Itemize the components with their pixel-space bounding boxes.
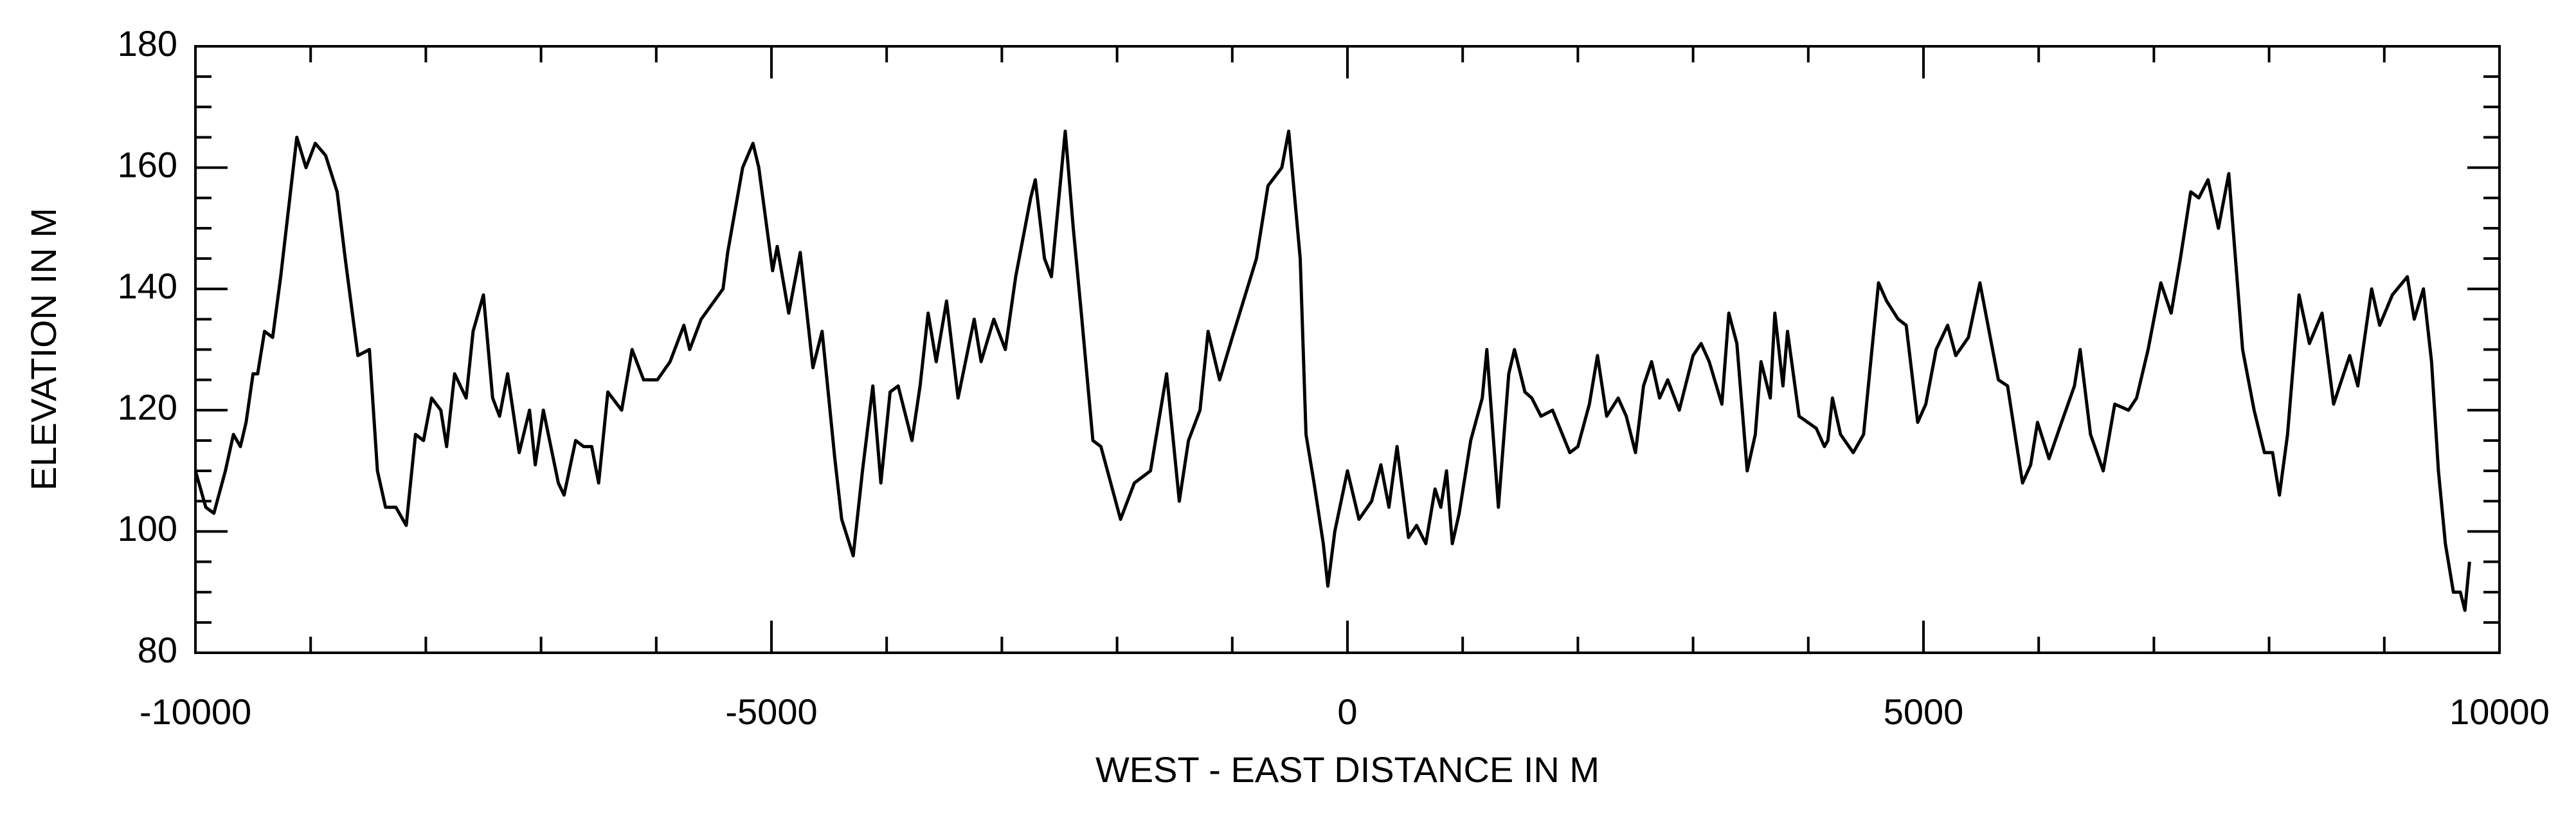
x-axis-label: WEST - EAST DISTANCE IN M bbox=[1095, 749, 1599, 790]
y-tick-label: 120 bbox=[118, 387, 177, 428]
plot-frame bbox=[194, 45, 2501, 654]
y-tick-label: 80 bbox=[138, 630, 177, 670]
y-tick-label: 100 bbox=[118, 508, 177, 549]
x-tick-label: -10000 bbox=[140, 691, 251, 732]
y-axis-label: ELEVATION IN M bbox=[23, 208, 64, 491]
y-tick-label: 140 bbox=[118, 266, 177, 306]
y-tick-label: 160 bbox=[118, 144, 177, 185]
x-tick-label: -5000 bbox=[725, 691, 817, 732]
y-tick-label: 180 bbox=[118, 23, 177, 64]
x-tick-label: 0 bbox=[1337, 691, 1357, 732]
elevation-line bbox=[194, 129, 2471, 612]
x-tick-label: 5000 bbox=[1884, 691, 1964, 732]
x-tick-label: 10000 bbox=[2449, 691, 2550, 732]
